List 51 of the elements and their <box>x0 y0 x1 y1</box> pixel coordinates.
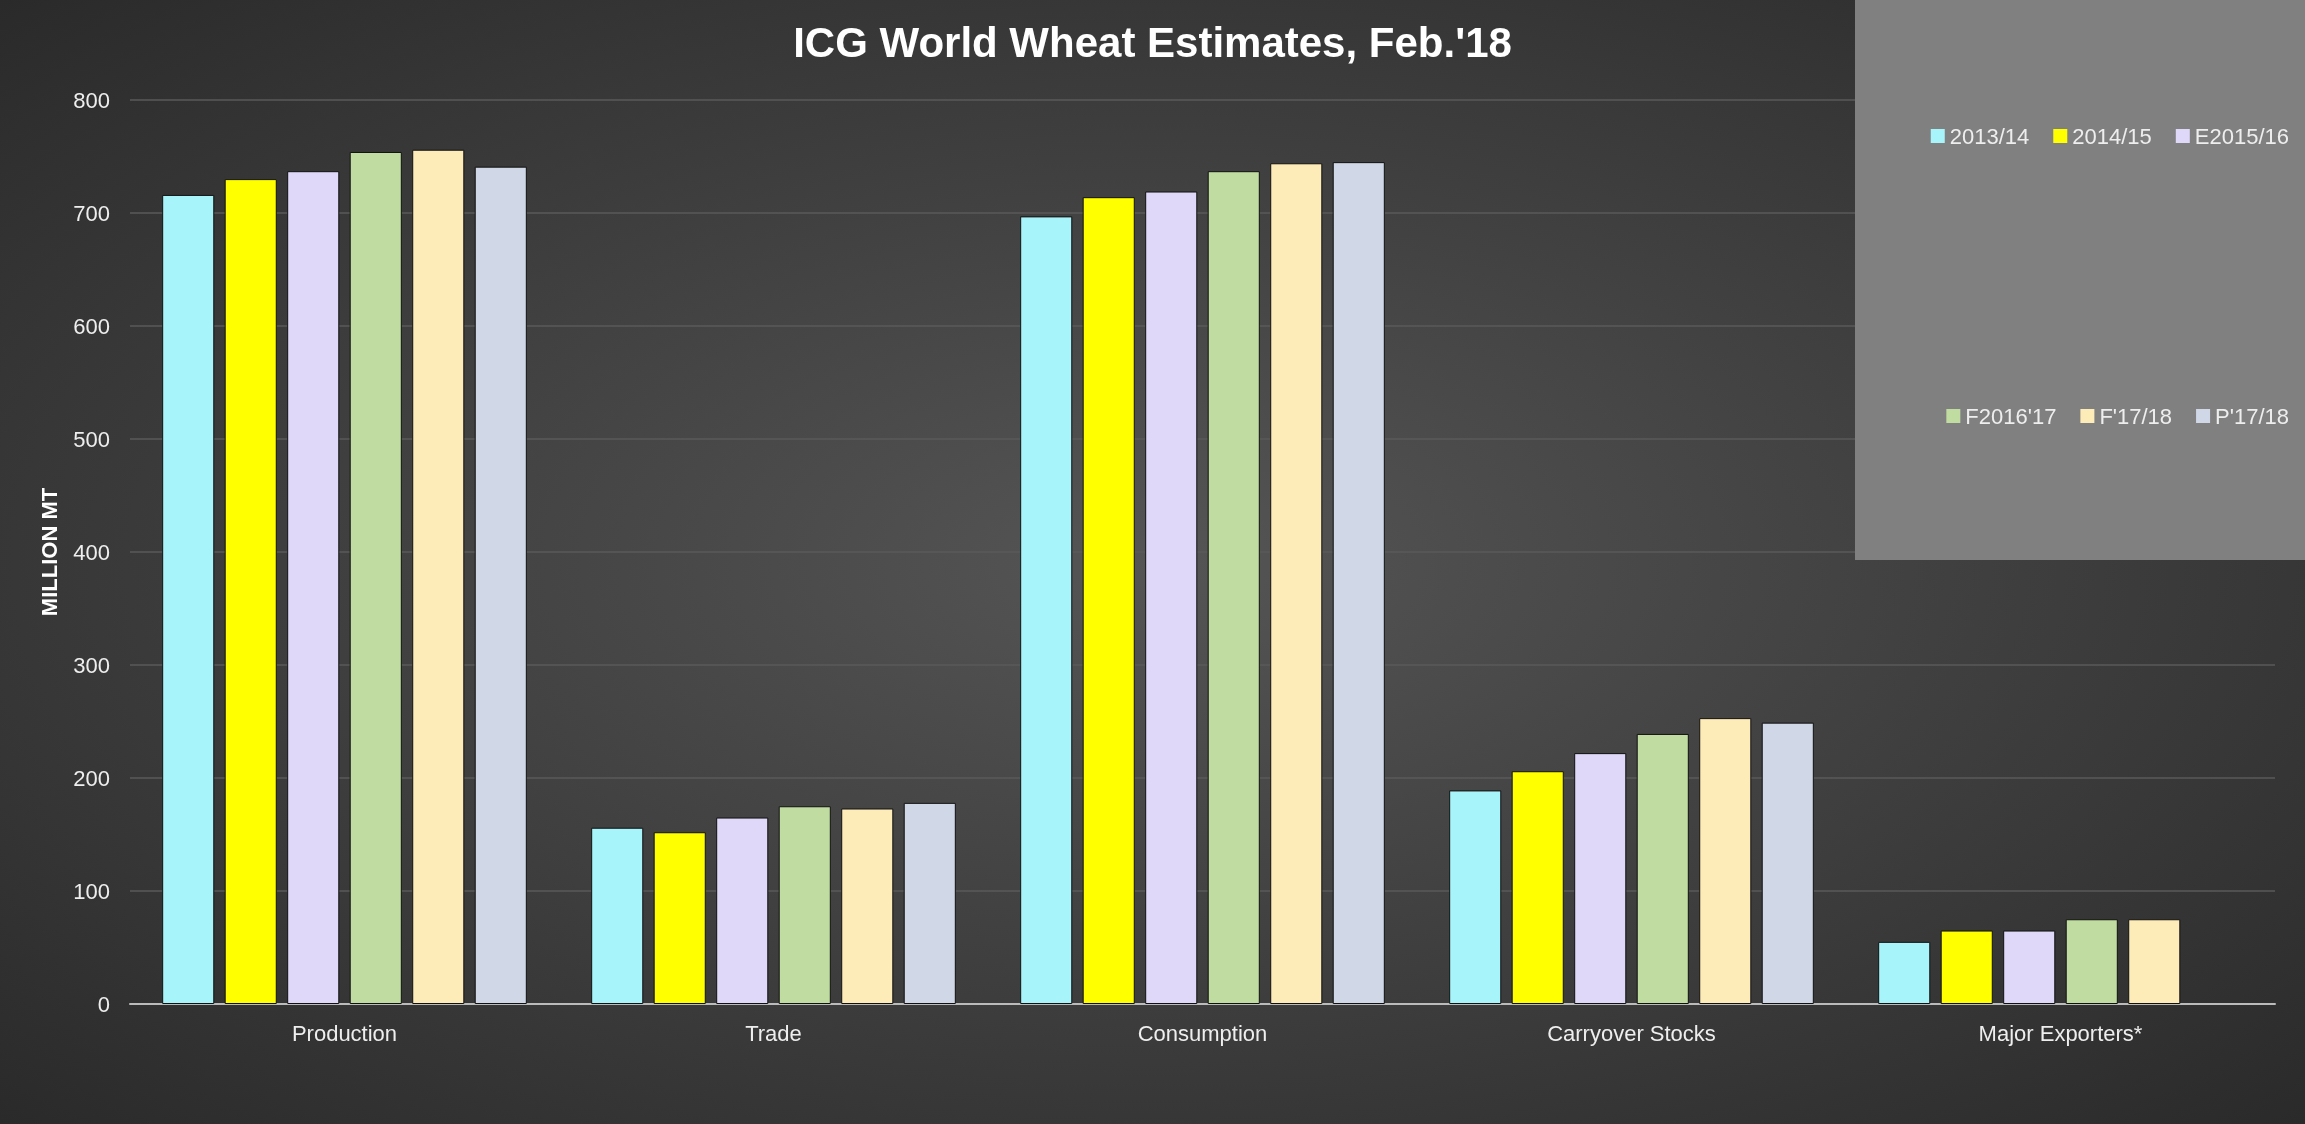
bar <box>287 171 340 1004</box>
bar <box>1574 753 1627 1004</box>
bar <box>349 151 402 1004</box>
y-tick-label: 800 <box>73 87 110 113</box>
legend-label: 2014/15 <box>2072 123 2152 149</box>
bar <box>1699 718 1752 1004</box>
bar <box>1207 171 1260 1004</box>
legend-label: P'17/18 <box>2215 403 2290 429</box>
x-tick-label: Consumption <box>1137 1020 1268 1046</box>
bar <box>2003 930 2056 1004</box>
bar <box>1511 771 1564 1004</box>
x-tick-label: Carryover Stocks <box>1547 1020 1716 1046</box>
bar <box>591 827 644 1004</box>
bar <box>412 149 465 1004</box>
bar <box>1270 163 1323 1004</box>
bar <box>162 194 215 1004</box>
bar <box>1940 930 1993 1004</box>
bar <box>1332 162 1385 1004</box>
y-axis-title: MILLION MT <box>36 487 62 617</box>
bar <box>2065 919 2118 1004</box>
bar <box>2128 919 2181 1004</box>
bar <box>903 802 956 1004</box>
legend-label: F2016'17 <box>1965 403 2057 429</box>
legend-label: F'17/18 <box>2099 403 2173 429</box>
chart-title: ICG World Wheat Estimates, Feb.'18 <box>793 18 1512 66</box>
bar <box>1020 216 1073 1004</box>
bar <box>1761 722 1814 1004</box>
legend-label: E2015/16 <box>2194 123 2289 149</box>
y-tick-label: 500 <box>73 426 110 452</box>
y-tick-label: 600 <box>73 313 110 339</box>
bar <box>1145 191 1198 1004</box>
y-tick-label: 200 <box>73 765 110 791</box>
bar <box>716 817 769 1004</box>
bar <box>841 808 894 1004</box>
bar <box>1636 733 1689 1004</box>
bar <box>1449 790 1502 1004</box>
y-tick-label: 700 <box>73 200 110 226</box>
bar <box>1082 197 1135 1004</box>
bar <box>653 832 706 1004</box>
bar <box>224 179 277 1004</box>
bar <box>474 166 527 1004</box>
x-tick-label: Production <box>291 1020 398 1046</box>
y-tick-label: 300 <box>73 652 110 678</box>
y-tick-label: 400 <box>73 539 110 565</box>
y-tick-label: 100 <box>73 878 110 904</box>
bar <box>1878 941 1931 1004</box>
x-tick-label: Trade <box>745 1020 802 1046</box>
bar <box>778 806 831 1004</box>
legend-label: 2013/14 <box>1949 123 2030 149</box>
x-tick-label: Major Exporters* <box>1978 1020 2143 1046</box>
y-tick-label: 0 <box>97 991 110 1017</box>
